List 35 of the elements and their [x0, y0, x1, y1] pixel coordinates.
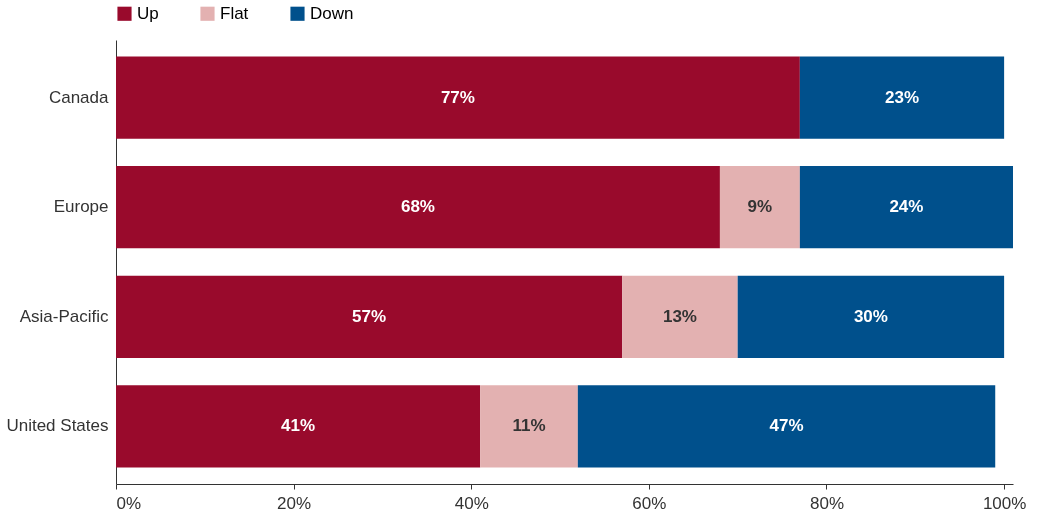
bar — [480, 385, 578, 468]
x-tick-label: 20% — [277, 493, 312, 513]
bar — [799, 56, 1005, 139]
data-label: 24% — [889, 197, 924, 217]
data-label: 13% — [662, 306, 697, 326]
y-tick-label: United States — [6, 416, 109, 436]
data-label: 11% — [512, 416, 546, 436]
bar — [116, 166, 720, 249]
data-label: 30% — [853, 306, 888, 326]
bar — [719, 166, 800, 249]
data-label: 23% — [884, 87, 919, 107]
bar — [577, 385, 996, 468]
legend-label: Up — [137, 3, 159, 23]
data-label: 57% — [352, 306, 387, 326]
data-label: 77% — [440, 87, 475, 107]
x-tick-label: 80% — [809, 493, 845, 513]
x-tick-label: 100% — [982, 493, 1027, 513]
bar — [737, 275, 1005, 358]
bar — [116, 56, 800, 139]
data-label: 68% — [400, 197, 435, 217]
x-tick-label: 0% — [116, 493, 142, 513]
bar — [116, 385, 481, 468]
y-tick-label: Asia-Pacific — [19, 306, 109, 326]
data-label: 9% — [747, 197, 773, 217]
bar — [622, 275, 738, 358]
y-tick-label: Canada — [48, 87, 110, 107]
bar — [116, 275, 623, 358]
data-label: 41% — [281, 416, 316, 436]
y-tick-label: Europe — [53, 197, 109, 217]
legend-label: Flat — [220, 3, 249, 23]
x-tick-label: 60% — [632, 493, 667, 513]
x-tick-label: 40% — [454, 493, 489, 513]
bar — [799, 166, 1013, 249]
legend-label: Down — [310, 3, 354, 23]
data-label: 47% — [769, 416, 804, 436]
